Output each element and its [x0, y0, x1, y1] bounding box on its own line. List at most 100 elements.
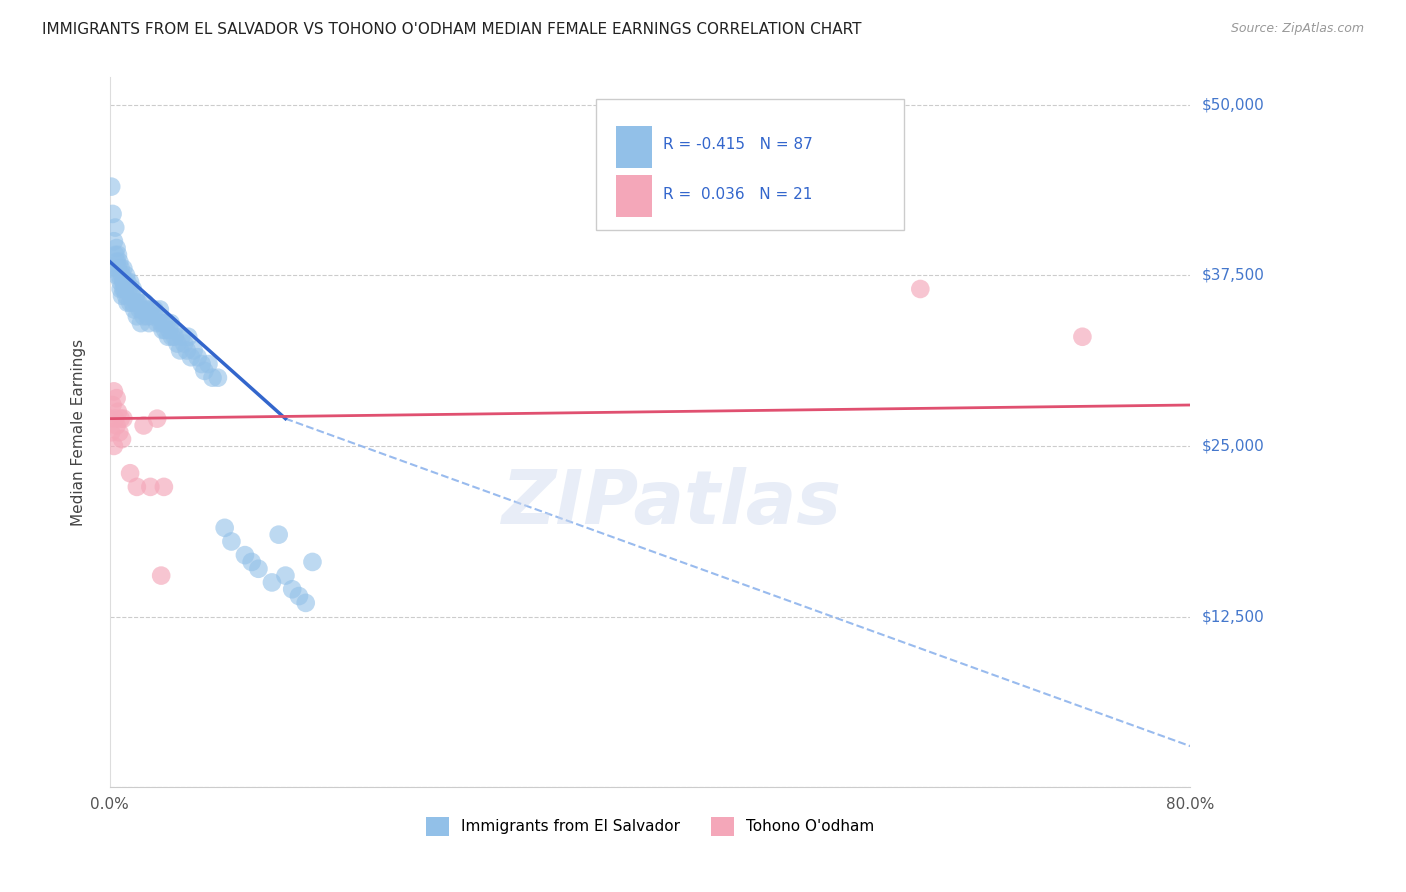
Point — [111, 289, 134, 303]
FancyBboxPatch shape — [616, 126, 652, 168]
Point — [149, 302, 172, 317]
Point — [103, 234, 125, 248]
Point — [115, 289, 138, 303]
Point — [105, 268, 128, 283]
Point — [105, 241, 128, 255]
Point — [160, 330, 183, 344]
Point — [180, 350, 202, 364]
Point — [101, 207, 124, 221]
Point — [115, 268, 138, 283]
Point — [190, 357, 212, 371]
Point — [214, 521, 236, 535]
Text: $37,500: $37,500 — [1202, 268, 1264, 283]
Point — [105, 391, 128, 405]
Point — [108, 254, 131, 268]
Point — [104, 411, 127, 425]
Point — [288, 589, 311, 603]
Point — [124, 289, 146, 303]
Point — [103, 439, 125, 453]
Point — [120, 467, 142, 481]
Point — [146, 316, 169, 330]
Point — [138, 316, 160, 330]
Point — [121, 295, 143, 310]
Point — [156, 330, 179, 344]
Point — [910, 282, 932, 296]
Point — [233, 548, 256, 562]
Point — [114, 275, 136, 289]
Point — [173, 336, 195, 351]
Point — [118, 282, 141, 296]
Point — [98, 261, 121, 276]
Point — [112, 282, 135, 296]
Point — [104, 220, 127, 235]
Point — [108, 268, 131, 283]
Point — [103, 384, 125, 399]
Point — [162, 323, 184, 337]
Point — [294, 596, 316, 610]
Point — [107, 248, 129, 262]
Text: R =  0.036   N = 21: R = 0.036 N = 21 — [664, 187, 813, 202]
Point — [117, 295, 139, 310]
Point — [128, 302, 150, 317]
Point — [114, 282, 136, 296]
Y-axis label: Median Female Earnings: Median Female Earnings — [72, 339, 86, 526]
Point — [150, 316, 173, 330]
Point — [183, 343, 205, 358]
Point — [267, 527, 290, 541]
Point — [112, 411, 135, 425]
Point — [155, 316, 177, 330]
Point — [111, 268, 134, 283]
FancyBboxPatch shape — [596, 99, 904, 230]
Point — [108, 425, 131, 440]
Point — [187, 350, 209, 364]
Point — [177, 330, 200, 344]
Point — [135, 302, 157, 317]
Point — [105, 254, 128, 268]
Point — [153, 316, 176, 330]
Point — [120, 275, 142, 289]
Point — [157, 323, 180, 337]
Point — [274, 568, 297, 582]
Legend: Immigrants from El Salvador, Tohono O'odham: Immigrants from El Salvador, Tohono O'od… — [419, 809, 882, 843]
Point — [166, 336, 188, 351]
Point — [163, 330, 186, 344]
Point — [240, 555, 263, 569]
Point — [281, 582, 304, 597]
Point — [136, 310, 159, 324]
Point — [125, 295, 148, 310]
Point — [153, 480, 176, 494]
Point — [110, 411, 132, 425]
Point — [260, 575, 283, 590]
Point — [105, 418, 128, 433]
Point — [152, 323, 174, 337]
Point — [112, 275, 135, 289]
Point — [155, 323, 177, 337]
Point — [247, 562, 270, 576]
Text: $50,000: $50,000 — [1202, 97, 1264, 112]
Text: R = -0.415   N = 87: R = -0.415 N = 87 — [664, 137, 813, 153]
Point — [125, 480, 148, 494]
Point — [134, 295, 156, 310]
Point — [107, 261, 129, 276]
Point — [120, 295, 142, 310]
Point — [107, 405, 129, 419]
Text: ZIPatlas: ZIPatlas — [502, 467, 842, 540]
Point — [150, 568, 173, 582]
Text: Source: ZipAtlas.com: Source: ZipAtlas.com — [1230, 22, 1364, 36]
Point — [110, 282, 132, 296]
Point — [100, 179, 122, 194]
Point — [127, 295, 149, 310]
Point — [139, 480, 162, 494]
Point — [170, 330, 193, 344]
Point — [98, 411, 121, 425]
Point — [132, 418, 155, 433]
Point — [131, 302, 153, 317]
Point — [143, 302, 166, 317]
Point — [132, 310, 155, 324]
Point — [122, 302, 145, 317]
Point — [169, 343, 191, 358]
Point — [100, 425, 122, 440]
Point — [112, 261, 135, 276]
Point — [125, 310, 148, 324]
Point — [207, 370, 229, 384]
